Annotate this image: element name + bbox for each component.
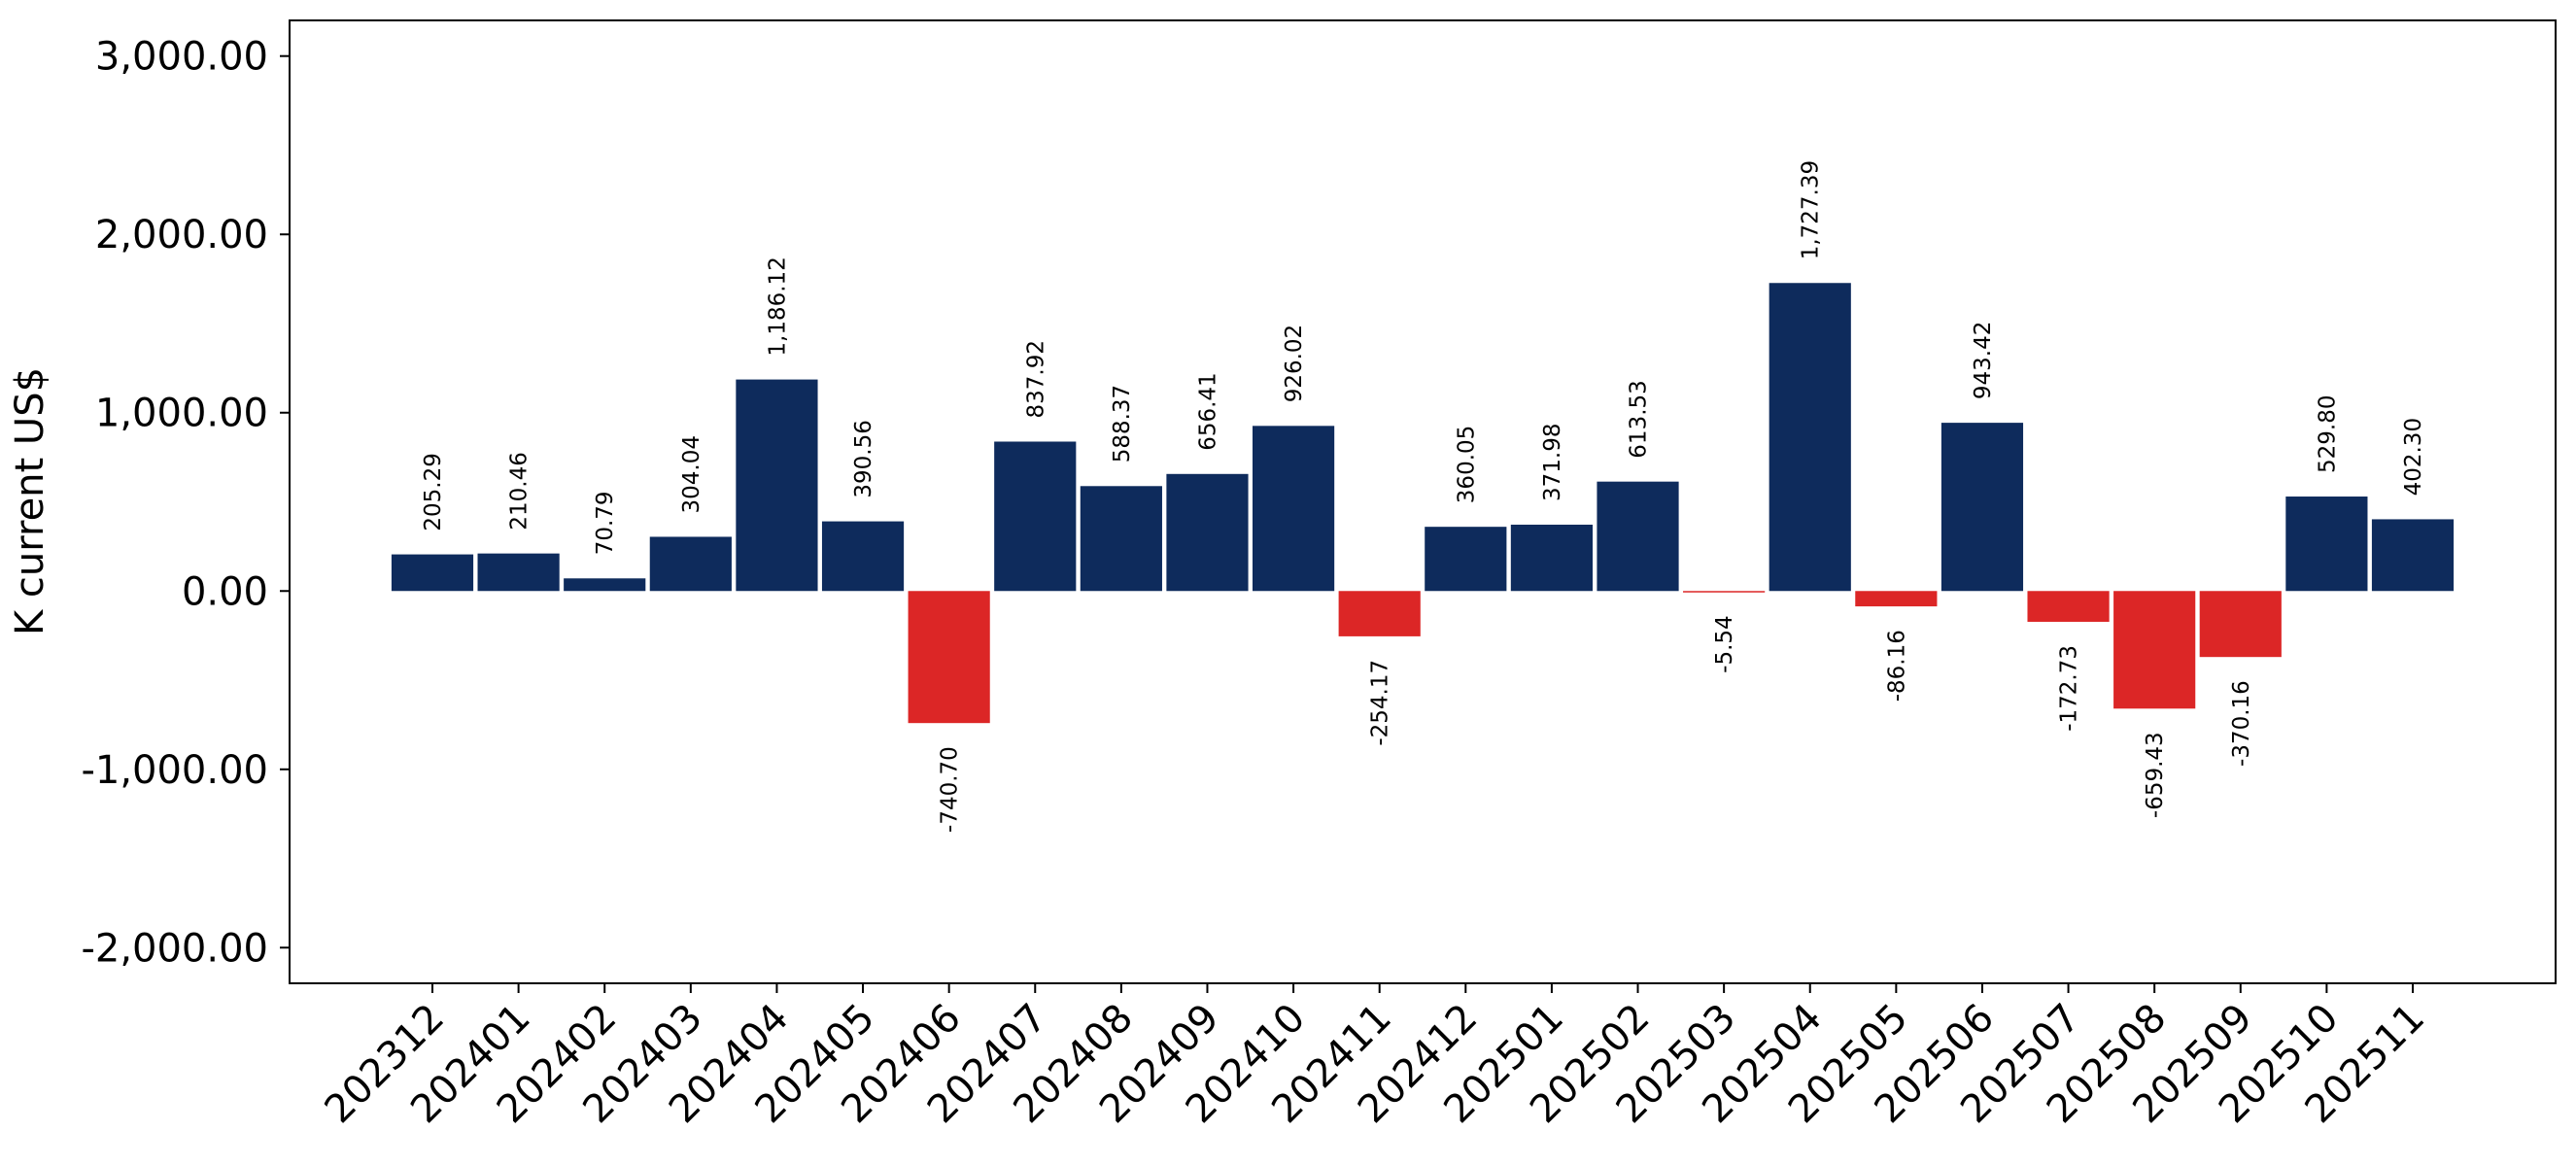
y-tick-label: -2,000.00 (81, 926, 268, 971)
y-axis-label: K current US$ (8, 367, 52, 635)
bar-value-label-202506: 943.42 (1971, 322, 1996, 399)
bar-202510 (2285, 497, 2368, 592)
bar-202401 (477, 553, 560, 592)
bar-202507 (2027, 591, 2110, 622)
bar-202503 (1683, 591, 1766, 593)
bar-value-label-202509: -370.16 (2229, 680, 2254, 767)
y-tick-label: 0.00 (182, 569, 268, 614)
y-tick-label: 1,000.00 (95, 392, 268, 436)
bar-202408 (1080, 486, 1162, 592)
bar-202403 (649, 536, 732, 592)
bar-value-label-202508: -659.43 (2143, 732, 2168, 818)
bar-202312 (391, 554, 474, 592)
x-axis: 2023122024012024022024032024042024052024… (317, 983, 2433, 1132)
y-tick-label: 3,000.00 (95, 35, 268, 80)
bar-202502 (1597, 481, 1679, 592)
bar-value-label-202403: 304.04 (679, 435, 704, 513)
bar-value-label-202511: 402.30 (2401, 418, 2426, 496)
bar-202411 (1338, 591, 1421, 636)
bar-labels-group: 205.29 210.46 70.79 304.04 1,186.12 390.56 -74… (421, 160, 2426, 833)
bar-202505 (1855, 591, 1938, 607)
bar-202501 (1510, 524, 1593, 592)
bar-202407 (994, 441, 1077, 592)
bar-value-label-202405: 390.56 (851, 420, 876, 497)
bar-202504 (1769, 283, 1851, 592)
bar-value-label-202404: 1,186.12 (765, 257, 790, 356)
bar-value-label-202411: -254.17 (1368, 660, 1393, 746)
bar-202406 (908, 591, 990, 724)
bar-value-label-202503: -5.54 (1712, 615, 1737, 673)
bar-value-label-202502: 613.53 (1627, 380, 1652, 458)
bar-value-label-202507: -172.73 (2057, 645, 2082, 732)
bar-value-label-202505: -86.16 (1884, 630, 1909, 702)
bar-value-label-202504: 1,727.39 (1799, 160, 1824, 259)
y-tick-label: -1,000.00 (81, 748, 268, 793)
bar-202412 (1425, 527, 1507, 592)
bar-202402 (564, 578, 646, 592)
bar-value-label-202408: 588.37 (1110, 385, 1135, 463)
bar-value-label-202501: 371.98 (1540, 424, 1565, 501)
bar-202404 (736, 379, 818, 592)
bar-202509 (2199, 591, 2282, 658)
bar-value-label-202510: 529.80 (2315, 395, 2340, 473)
bar-value-label-202410: 926.02 (1282, 325, 1307, 402)
plot-area-frame (289, 19, 2557, 984)
bar-202508 (2113, 591, 2196, 709)
bar-202409 (1166, 473, 1249, 592)
bar-value-label-202412: 360.05 (1454, 426, 1479, 503)
bar-202511 (2371, 519, 2455, 592)
y-axis: 3,000.00 2,000.00 1,000.00 0.00 -1,000.00 -2,… (81, 35, 290, 971)
bar-value-label-202401: 210.46 (507, 452, 532, 530)
bar-202506 (1941, 423, 2024, 592)
bar-value-label-202409: 656.41 (1196, 372, 1221, 450)
bar-value-label-202312: 205.29 (421, 453, 446, 531)
bar-202410 (1253, 426, 1335, 592)
bars-group (391, 283, 2455, 724)
bar-value-label-202407: 837.92 (1023, 340, 1048, 418)
bar-202405 (821, 521, 905, 592)
y-tick-label: 2,000.00 (95, 213, 268, 257)
bar-value-label-202402: 70.79 (593, 491, 618, 555)
bar-value-label-202406: -740.70 (938, 746, 963, 833)
